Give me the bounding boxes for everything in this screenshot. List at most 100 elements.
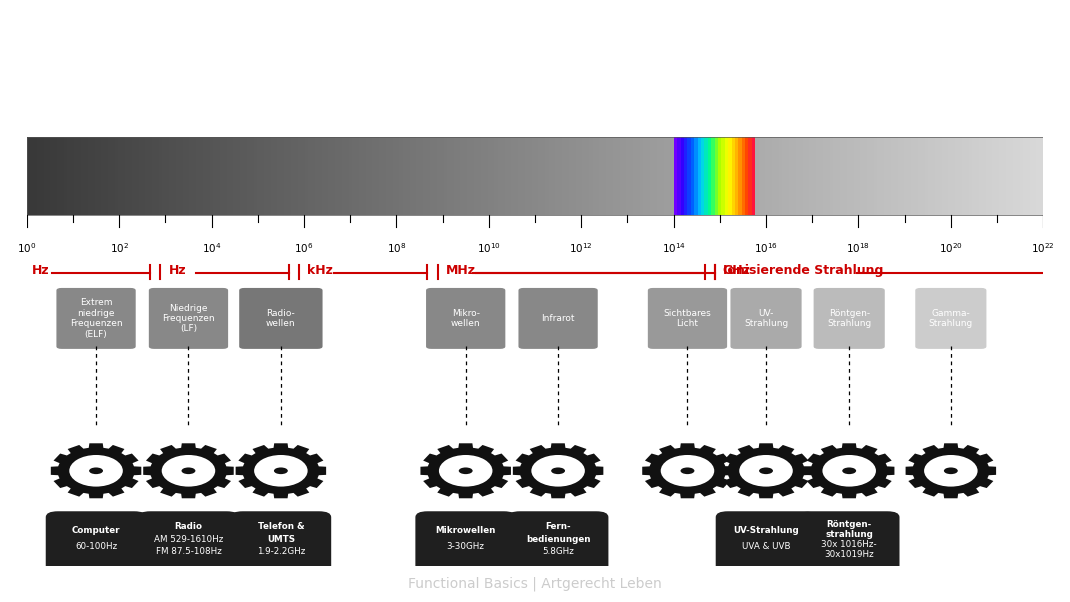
Bar bbox=[61, 137, 65, 215]
Bar bbox=[884, 137, 888, 215]
Bar bbox=[105, 137, 109, 215]
Bar bbox=[782, 137, 786, 215]
Bar bbox=[247, 137, 251, 215]
Bar bbox=[488, 137, 492, 215]
Text: $10^{6}$: $10^{6}$ bbox=[294, 241, 314, 255]
Bar bbox=[799, 137, 804, 215]
Bar bbox=[91, 137, 95, 215]
Bar bbox=[50, 137, 55, 215]
Polygon shape bbox=[50, 443, 141, 498]
Bar bbox=[94, 137, 98, 215]
Bar bbox=[708, 137, 713, 215]
Bar bbox=[904, 137, 908, 215]
Bar bbox=[274, 137, 278, 215]
Bar bbox=[30, 137, 34, 215]
Bar bbox=[257, 137, 261, 215]
Bar bbox=[1037, 137, 1041, 215]
Bar bbox=[27, 137, 1043, 215]
Text: strahlung: strahlung bbox=[825, 530, 873, 539]
Bar bbox=[945, 137, 949, 215]
Bar bbox=[668, 137, 672, 215]
Bar bbox=[813, 137, 817, 215]
Bar bbox=[768, 137, 774, 215]
Bar bbox=[427, 137, 431, 215]
Text: 5.8GHz: 5.8GHz bbox=[542, 547, 574, 556]
Bar bbox=[623, 137, 627, 215]
Polygon shape bbox=[421, 443, 511, 498]
Bar bbox=[169, 137, 173, 215]
Bar bbox=[846, 137, 851, 215]
Bar bbox=[867, 137, 871, 215]
Bar bbox=[515, 137, 519, 215]
Text: Computer: Computer bbox=[72, 526, 120, 535]
Bar bbox=[437, 137, 441, 215]
Bar bbox=[501, 137, 505, 215]
Bar bbox=[834, 137, 838, 215]
FancyBboxPatch shape bbox=[519, 288, 598, 349]
Bar bbox=[1003, 137, 1007, 215]
Bar bbox=[851, 137, 855, 215]
Bar bbox=[277, 137, 281, 215]
Bar bbox=[965, 137, 969, 215]
Bar bbox=[250, 137, 255, 215]
Text: Radio-
wellen: Radio- wellen bbox=[266, 309, 295, 328]
Bar bbox=[230, 137, 234, 215]
Bar bbox=[630, 137, 635, 215]
Bar bbox=[790, 137, 794, 215]
Bar bbox=[67, 137, 72, 215]
Bar bbox=[959, 137, 963, 215]
Bar bbox=[457, 137, 461, 215]
Bar bbox=[335, 137, 339, 215]
Bar bbox=[660, 137, 664, 215]
Bar bbox=[688, 137, 692, 215]
Bar bbox=[1009, 137, 1013, 215]
Ellipse shape bbox=[660, 454, 715, 488]
Bar bbox=[508, 137, 513, 215]
Bar bbox=[881, 137, 885, 215]
Text: $10^{2}$: $10^{2}$ bbox=[109, 241, 128, 255]
FancyBboxPatch shape bbox=[508, 511, 609, 572]
Ellipse shape bbox=[923, 454, 979, 488]
Bar bbox=[721, 137, 725, 215]
Ellipse shape bbox=[438, 454, 493, 488]
Bar bbox=[712, 137, 716, 215]
FancyBboxPatch shape bbox=[240, 288, 322, 349]
Bar bbox=[468, 137, 472, 215]
Ellipse shape bbox=[738, 454, 794, 488]
Bar bbox=[698, 137, 702, 215]
Bar bbox=[362, 137, 367, 215]
FancyBboxPatch shape bbox=[57, 288, 136, 349]
Bar bbox=[254, 137, 258, 215]
Bar bbox=[132, 137, 136, 215]
Bar bbox=[54, 137, 58, 215]
Text: $10^{20}$: $10^{20}$ bbox=[938, 241, 963, 255]
Bar bbox=[776, 137, 780, 215]
Circle shape bbox=[842, 468, 856, 474]
Bar bbox=[765, 137, 769, 215]
Bar bbox=[718, 137, 722, 215]
FancyBboxPatch shape bbox=[46, 511, 147, 572]
Bar bbox=[620, 137, 624, 215]
Bar bbox=[633, 137, 638, 215]
Bar bbox=[175, 137, 180, 215]
Bar bbox=[233, 137, 238, 215]
Bar bbox=[471, 137, 475, 215]
Bar bbox=[999, 137, 1004, 215]
Bar bbox=[952, 137, 957, 215]
Bar bbox=[989, 137, 993, 215]
Text: Radio: Radio bbox=[174, 523, 202, 532]
Bar bbox=[948, 137, 952, 215]
Bar bbox=[203, 137, 208, 215]
Bar bbox=[545, 137, 550, 215]
Bar bbox=[213, 137, 217, 215]
Bar bbox=[193, 137, 197, 215]
Bar bbox=[762, 137, 766, 215]
Bar bbox=[742, 137, 746, 215]
Bar bbox=[860, 137, 865, 215]
Bar bbox=[924, 137, 929, 215]
Text: Röntgen-
Strahlung: Röntgen- Strahlung bbox=[827, 309, 871, 328]
Bar bbox=[968, 137, 973, 215]
FancyBboxPatch shape bbox=[813, 288, 885, 349]
Text: $10^{10}$: $10^{10}$ bbox=[477, 241, 501, 255]
FancyBboxPatch shape bbox=[915, 288, 987, 349]
